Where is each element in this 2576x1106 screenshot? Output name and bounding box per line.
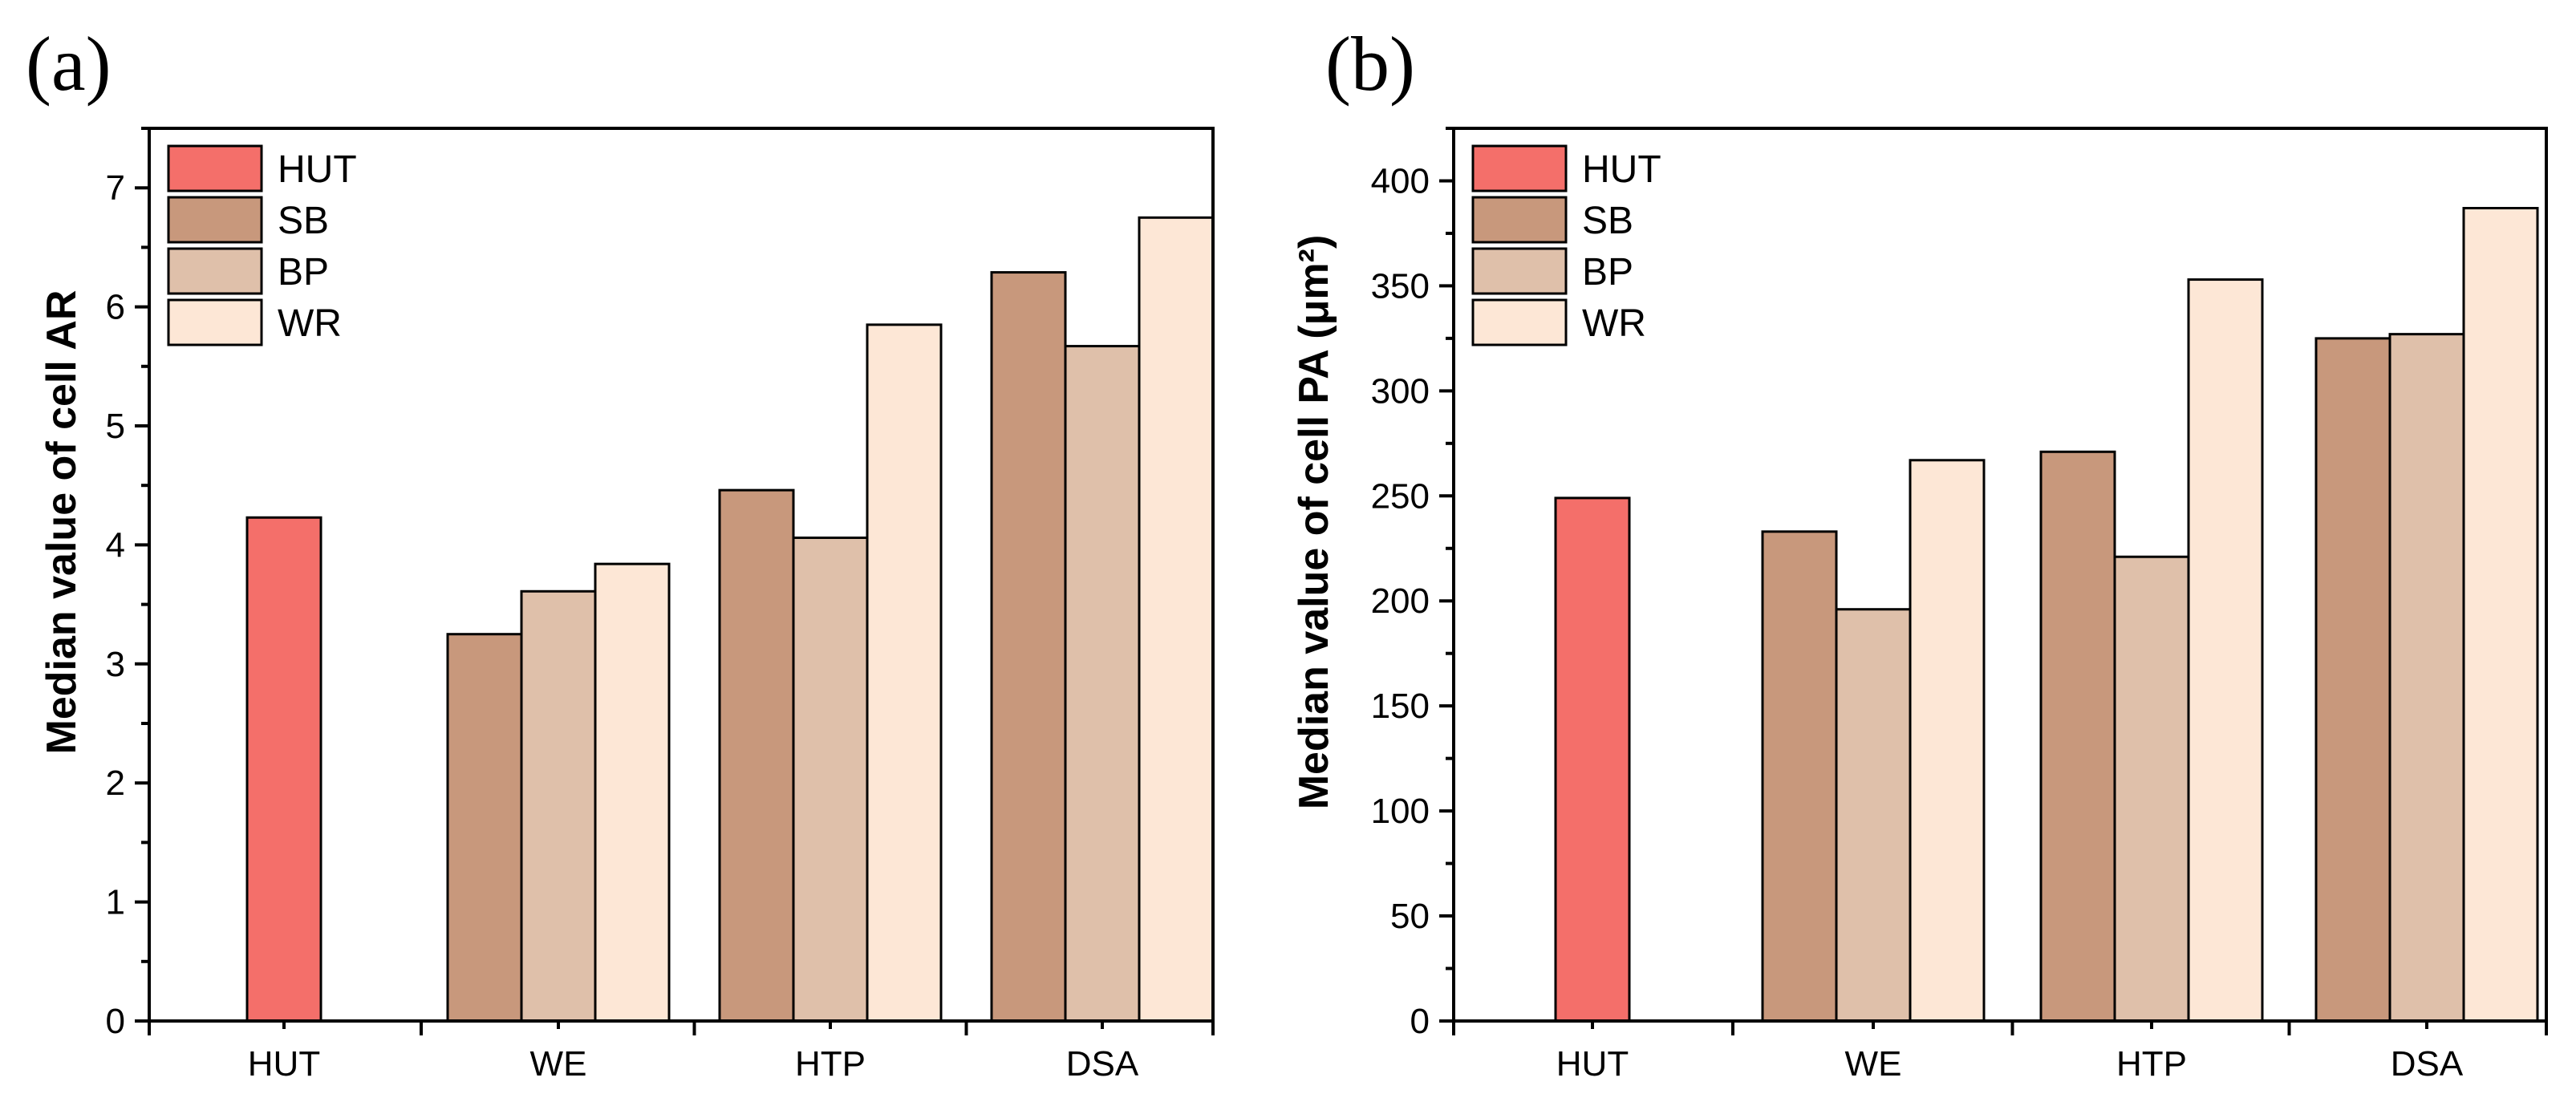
bar-wr-dsa <box>1138 216 1215 1023</box>
x-tick-label-htp: HTP <box>2116 1044 2187 1084</box>
bar-bp-htp <box>792 536 869 1023</box>
bar-hut-hut <box>245 516 323 1023</box>
plot-frame <box>1452 127 2548 1023</box>
x-tick-label-dsa: DSA <box>1066 1044 1139 1084</box>
legend-swatch-sb <box>167 196 263 244</box>
y-tick-label: 2 <box>106 764 125 803</box>
x-tick-label-we: WE <box>530 1044 587 1084</box>
legend-label-hut: HUT <box>278 148 357 191</box>
y-tick-label: 6 <box>106 288 125 327</box>
y-tick-label: 100 <box>1371 792 1430 831</box>
bar-sb-htp <box>2039 450 2116 1023</box>
y-tick-label: 7 <box>106 168 125 208</box>
panel-a: (a) Median value of cell AR 0 1 2 3 4 5 6 7 HUT W… <box>26 21 1215 1084</box>
bar-wr-htp <box>2187 278 2264 1023</box>
bar-bp-htp <box>2113 555 2190 1023</box>
legend-swatch-hut <box>167 144 263 192</box>
y-axis-title-main: Median value of cell PA (μm²) <box>1291 235 1337 810</box>
y-tick-label: 350 <box>1371 266 1430 306</box>
bar-wr-htp <box>866 323 943 1023</box>
y-tick-label: 1 <box>106 883 125 922</box>
legend-label-hut: HUT <box>1582 148 1661 191</box>
x-tick-label-we: WE <box>1845 1044 1902 1084</box>
bar-bp-dsa <box>1064 345 1141 1023</box>
y-tick-label: 4 <box>106 525 125 565</box>
x-tick-label-dsa: DSA <box>2391 1044 2464 1084</box>
y-tick-label: 50 <box>1390 897 1430 936</box>
legend-swatch-bp <box>167 247 263 295</box>
panel-b: (b) Median value of cell PA (μm²) 0 50 100… <box>1291 21 2548 1084</box>
y-tick-label: 250 <box>1371 476 1430 516</box>
bar-sb-we <box>1761 530 1838 1023</box>
y-tick-label: 0 <box>106 1002 125 1041</box>
bar-wr-we <box>594 562 671 1023</box>
legend-label-bp: BP <box>278 251 329 294</box>
y-axis-title: Median value of cell PA (μm²) <box>1291 235 1337 810</box>
legend-swatch-bp <box>1471 247 1568 295</box>
y-tick-label: 300 <box>1371 371 1430 411</box>
bar-sb-dsa <box>2314 337 2391 1023</box>
legend-swatch-hut <box>1471 144 1568 192</box>
x-tick-label-hut: HUT <box>1556 1044 1629 1084</box>
legend-label-wr: WR <box>1582 302 1646 345</box>
bar-sb-dsa <box>990 271 1067 1023</box>
legend-label-bp: BP <box>1582 251 1633 294</box>
plot-area: 0 1 2 3 4 5 6 7 HUT WE HTP DSA HUT SB BP WR <box>106 127 1215 1084</box>
bar-bp-we <box>1835 608 1912 1023</box>
bar-sb-we <box>446 633 523 1023</box>
y-tick-label: 5 <box>106 407 125 446</box>
bar-hut-hut <box>1554 496 1631 1023</box>
y-tick-label: 150 <box>1371 687 1430 726</box>
bar-bp-we <box>520 589 597 1023</box>
legend-swatch-wr <box>1471 298 1568 346</box>
panel-label: (a) <box>26 21 112 107</box>
y-tick-label: 3 <box>106 645 125 684</box>
plot-area: 0 50 100 150 200 250 300 350 400 HUT WE HTP DSA HUT SB… <box>1371 127 2548 1084</box>
panel-label: (b) <box>1325 21 1415 107</box>
y-axis-title: Median value of cell AR <box>39 290 85 755</box>
bar-sb-htp <box>718 488 795 1023</box>
bar-bp-dsa <box>2388 333 2465 1023</box>
legend-label-sb: SB <box>278 200 329 242</box>
y-tick-label: 0 <box>1410 1002 1430 1041</box>
legend-swatch-sb <box>1471 196 1568 244</box>
plot-frame <box>148 127 1215 1023</box>
legend-swatch-wr <box>167 298 263 346</box>
legend-label-wr: WR <box>278 302 342 345</box>
bar-wr-we <box>1909 459 1986 1023</box>
y-tick-label: 200 <box>1371 581 1430 621</box>
x-tick-label-hut: HUT <box>248 1044 320 1084</box>
y-tick-label: 400 <box>1371 161 1430 201</box>
legend-label-sb: SB <box>1582 200 1633 242</box>
bar-wr-dsa <box>2462 207 2539 1023</box>
x-tick-label-htp: HTP <box>795 1044 866 1084</box>
